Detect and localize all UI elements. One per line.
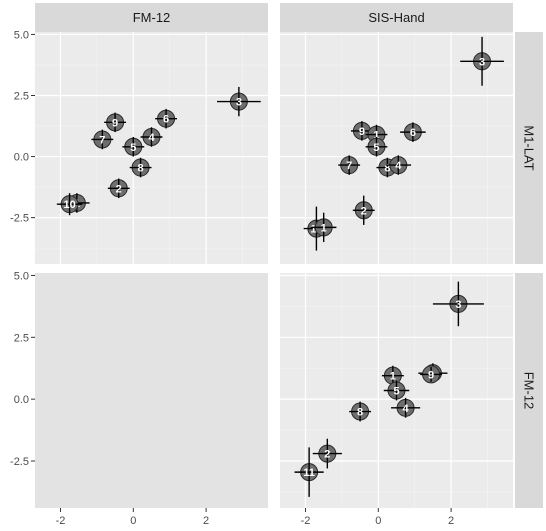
y-tick-label: 5.0 <box>14 270 29 282</box>
data-point-group: 3 <box>460 36 504 86</box>
point-label: 11 <box>303 467 315 479</box>
point-label: 9 <box>359 126 365 138</box>
column-strip-label: FM-12 <box>133 10 171 25</box>
row-strip <box>515 32 543 264</box>
column-strip <box>280 3 513 32</box>
row-strip-label: FM-12 <box>522 372 537 410</box>
data-point-group: 8 <box>129 157 152 178</box>
data-point-group: 9 <box>420 365 443 384</box>
y-tick-label: -2.5 <box>10 213 29 225</box>
panel: 101279158463 <box>280 32 513 264</box>
x-tick-label: 0 <box>375 515 381 527</box>
data-point-group: 7 <box>91 129 114 150</box>
data-point-group: 1 <box>310 212 337 243</box>
data-point-group: 6 <box>155 108 177 129</box>
point-label: 4 <box>395 160 402 172</box>
y-tick-label: 2.5 <box>14 332 29 344</box>
point-label: 6 <box>163 114 169 126</box>
data-point-group: 10 <box>56 193 83 216</box>
data-point-group: 2 <box>352 195 375 225</box>
data-point-group: 7 <box>338 155 361 175</box>
point-label: 1 <box>390 371 396 383</box>
data-point-group: 3 <box>432 281 484 327</box>
strips-layer: FM-12 SIS-Hand M1-LAT FM-12 <box>35 3 543 508</box>
panels-layer: 110287954631012791584631128154693 <box>35 32 513 508</box>
y-tick-label: 0.0 <box>14 152 29 164</box>
point-label: 8 <box>357 407 363 419</box>
y-tick-label: 0.0 <box>14 394 29 406</box>
panel <box>35 273 268 508</box>
point-label: 1 <box>373 130 379 142</box>
row-strip <box>515 273 543 508</box>
data-point-group: 2 <box>107 178 130 199</box>
point-label: 5 <box>393 386 399 398</box>
y-tick-label: 2.5 <box>14 90 29 102</box>
point-label: 5 <box>130 142 136 154</box>
data-point-group: 3 <box>217 86 261 117</box>
data-point-group: 11 <box>294 447 324 497</box>
x-tick-label: 0 <box>130 515 136 527</box>
data-point-group: 6 <box>400 122 426 142</box>
point-label: 8 <box>384 163 390 175</box>
x-tick-label: 2 <box>203 515 209 527</box>
panel-background <box>35 32 268 264</box>
x-tick-label: -2 <box>56 515 66 527</box>
axes-layer: -2.5 0.0 2.5 5.0 -2.5 0.0 2.5 5.0 -2 0 2 -2 0 2 <box>10 29 454 527</box>
point-label: 3 <box>236 97 242 109</box>
point-label: 2 <box>116 183 122 195</box>
panel: 1128154693 <box>280 273 513 508</box>
panel-background <box>35 273 268 508</box>
data-point-group: 4 <box>140 127 163 147</box>
point-label: 9 <box>112 117 118 129</box>
point-label: 10 <box>63 199 75 211</box>
data-point-group: 1 <box>365 124 388 145</box>
row-strip-label: M1-LAT <box>522 125 537 170</box>
point-label: 1 <box>321 222 327 234</box>
panel: 11028795463 <box>35 32 268 264</box>
data-point-group: 2 <box>312 438 342 469</box>
point-label: 6 <box>410 127 416 139</box>
point-label: 5 <box>373 142 379 154</box>
point-label: 2 <box>361 205 367 217</box>
data-point-group: 4 <box>385 155 412 175</box>
column-strip <box>35 3 268 32</box>
point-label: 4 <box>403 403 410 415</box>
x-tick-label: -2 <box>301 515 311 527</box>
point-label: 2 <box>324 449 330 461</box>
point-label: 7 <box>346 160 352 172</box>
point-label: 8 <box>138 163 144 175</box>
data-point-group: 5 <box>122 137 145 157</box>
point-label: 4 <box>148 132 155 144</box>
data-point-group: 4 <box>391 397 421 418</box>
x-tick-label: 2 <box>448 515 454 527</box>
point-label: 7 <box>99 134 105 146</box>
point-label: 9 <box>428 369 434 381</box>
y-tick-label: 5.0 <box>14 29 29 41</box>
y-tick-label: -2.5 <box>10 456 29 468</box>
data-point-group: 5 <box>383 380 410 401</box>
point-label: 3 <box>479 56 485 68</box>
column-strip-label: SIS-Hand <box>368 10 424 25</box>
data-point-group: 9 <box>104 112 127 133</box>
point-label: 3 <box>455 299 461 311</box>
data-point-group: 8 <box>349 401 372 422</box>
data-point-group: 5 <box>365 137 388 157</box>
data-point-group: 1 <box>381 365 404 386</box>
